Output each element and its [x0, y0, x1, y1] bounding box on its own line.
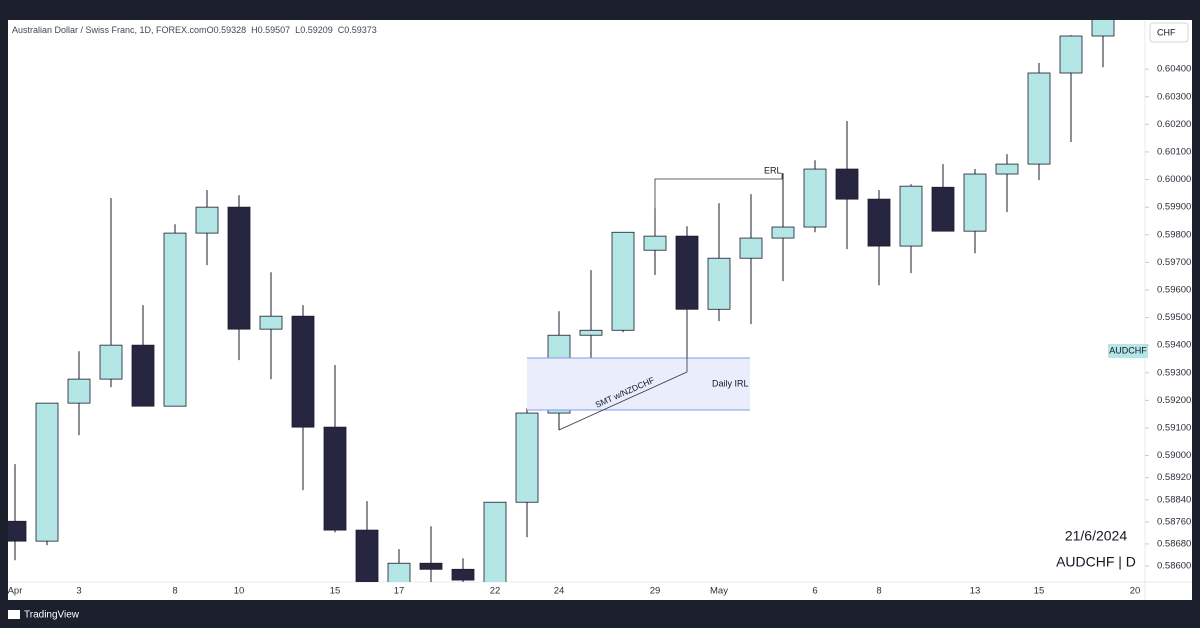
y-tick-label: 0.59500	[1157, 312, 1191, 323]
x-tick-label: 8	[172, 586, 177, 597]
x-tick-label: 3	[76, 586, 81, 597]
x-tick-label: May	[710, 586, 728, 597]
candle-body	[227, 206, 251, 330]
candle-body	[675, 235, 699, 310]
symbol-note: AUDCHF | D	[1056, 554, 1136, 570]
candle-body	[67, 378, 91, 404]
y-tick-label: 0.59300	[1157, 367, 1191, 378]
ohlc-key: O	[207, 25, 214, 35]
candle-body	[35, 402, 59, 542]
y-tick-label: 0.59400	[1157, 340, 1191, 351]
y-tick-label: 0.59000	[1157, 450, 1191, 461]
irl-label: Daily IRL	[712, 378, 749, 388]
x-tick-label: 29	[650, 586, 661, 597]
candle-body	[515, 412, 539, 503]
ohlc-value: 0.59373	[344, 25, 377, 35]
candle-body	[99, 344, 123, 380]
candle-body	[611, 231, 635, 331]
x-tick-label: Apr	[8, 586, 23, 597]
erl-line	[654, 173, 783, 236]
candle-body	[835, 168, 859, 200]
candle-body	[451, 568, 475, 581]
ohlc-value: 0.59507	[258, 25, 291, 35]
candle-body	[931, 186, 955, 232]
candle-body	[163, 232, 187, 407]
y-tick-label: 0.59200	[1157, 395, 1191, 406]
x-tick-label: 24	[554, 586, 565, 597]
y-tick-label: 0.60100	[1157, 146, 1191, 157]
y-tick-label: 0.59100	[1157, 422, 1191, 433]
irl-zone	[527, 358, 750, 410]
currency-label[interactable]: CHF	[1157, 27, 1176, 37]
x-tick-label: 13	[970, 586, 981, 597]
y-tick-label: 0.58680	[1157, 538, 1191, 549]
ohlc-key: L	[295, 25, 300, 35]
y-tick-label: 0.60300	[1157, 91, 1191, 102]
candle-body	[739, 237, 763, 259]
candle-body	[995, 163, 1019, 175]
x-tick-label: 20	[1130, 586, 1141, 597]
x-tick-label: 10	[234, 586, 245, 597]
candle-body	[323, 426, 347, 531]
candle-body	[579, 329, 603, 336]
candle-body	[291, 315, 315, 428]
candle-body	[867, 198, 891, 247]
x-tick-label: 6	[812, 586, 817, 597]
candle-body	[707, 257, 731, 310]
y-tick-label: 0.58760	[1157, 516, 1191, 527]
candle-body	[355, 529, 379, 582]
candle-body	[259, 315, 283, 330]
currency-button[interactable]	[1149, 22, 1189, 43]
y-tick-label: 0.59800	[1157, 229, 1191, 240]
y-tick-label: 0.58840	[1157, 494, 1191, 505]
y-tick-label: 0.59700	[1157, 257, 1191, 268]
brand-logo	[8, 610, 20, 619]
brand: TradingView	[24, 610, 80, 621]
candle-body	[1027, 72, 1051, 165]
y-tick-label: 0.59600	[1157, 284, 1191, 295]
y-tick-label: 0.60000	[1157, 174, 1191, 185]
symbol-title: Australian Dollar / Swiss Franc, 1D, FOR…	[12, 25, 377, 35]
candle-body	[963, 173, 987, 232]
candle-body	[771, 226, 795, 239]
candle-body	[8, 520, 27, 542]
date-note: 21/6/2024	[1065, 528, 1127, 544]
smt-line	[558, 309, 688, 431]
chart-panel	[8, 20, 1192, 600]
candle-body	[483, 501, 507, 582]
candle-body	[1091, 20, 1115, 37]
y-tick-label: 0.58920	[1157, 472, 1191, 483]
x-tick-label: 22	[490, 586, 501, 597]
erl-label: ERL	[764, 165, 782, 175]
ohlc-key: C	[338, 25, 345, 35]
y-tick-label: 0.59900	[1157, 202, 1191, 213]
ohlc-value: 0.59328	[214, 25, 247, 35]
candle-body	[643, 235, 667, 251]
x-tick-label: 15	[1034, 586, 1045, 597]
candle-body	[899, 185, 923, 247]
title: Australian Dollar / Swiss Franc, 1D, FOR…	[12, 25, 207, 35]
ohlc-key: H	[251, 25, 258, 35]
candle-body	[803, 168, 827, 228]
price-tag: AUDCHF	[1109, 345, 1147, 355]
candle-body	[419, 562, 443, 570]
x-tick-label: 15	[330, 586, 341, 597]
candle-body	[1059, 35, 1083, 74]
x-tick-label: 8	[876, 586, 881, 597]
x-tick-label: 17	[394, 586, 405, 597]
candle-body	[387, 562, 411, 582]
price-tag-bg	[1108, 344, 1148, 358]
y-tick-label: 0.60400	[1157, 64, 1191, 75]
y-tick-label: 0.58600	[1157, 561, 1191, 572]
candle-body	[195, 206, 219, 234]
ohlc: O0.59328 H0.59507 L0.59209 C0.59373	[207, 25, 377, 35]
candle-body	[131, 344, 155, 407]
y-tick-label: 0.60200	[1157, 119, 1191, 130]
ohlc-value: 0.59209	[300, 25, 333, 35]
